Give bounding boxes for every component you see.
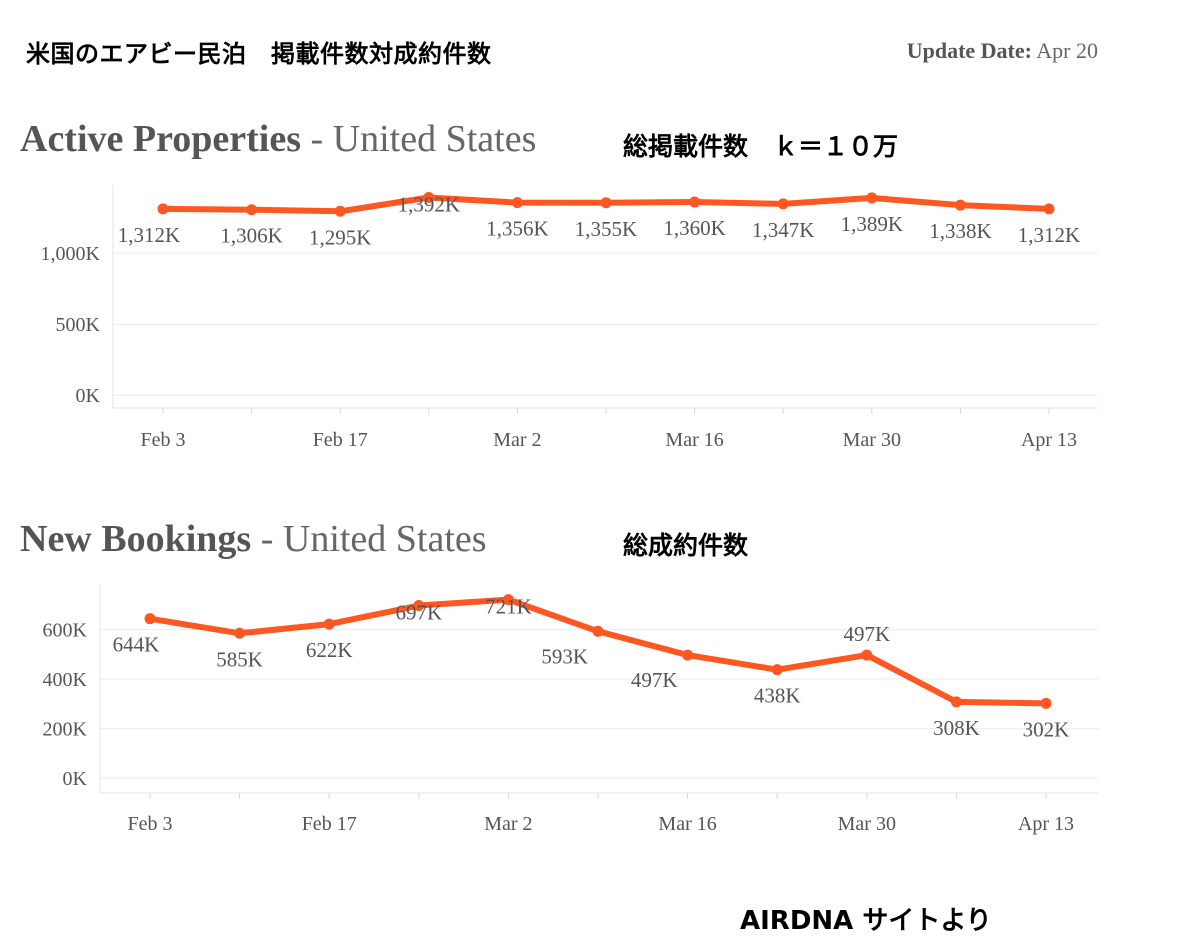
chart1-data-point [954,199,966,211]
chart1-data-point [600,197,612,209]
chart2-title-sep: - [251,518,283,560]
chart2-title-region: United States [282,518,487,560]
chart1-data-point [423,191,435,203]
chart1-x-tick-label: Mar 2 [493,429,541,451]
chart1-annotation: 総掲載件数 ｋ＝１０万 [623,132,899,161]
chart1-data-point [334,205,346,217]
chart1-x-tick-label: Mar 30 [843,429,901,451]
chart1-data-label: 1,312K [1018,223,1080,247]
chart1-data-point [689,196,701,208]
source-note: AIRDNA サイトより [740,906,992,936]
chart2-title-strong: New Bookings [20,518,252,560]
chart1-data-point [777,198,789,210]
chart1-title-region: United States [332,118,537,160]
chart1-data-label: 1,295K [309,225,371,249]
chart1-y-tick-label: 1,000K [41,243,101,265]
chart1-data-point [511,197,523,209]
chart1-data-point [157,203,169,215]
chart1-x-tick-label: Mar 16 [665,429,723,451]
chart1-data-label: 1,355K [575,217,637,241]
chart1-data-point [866,192,878,204]
chart2-annotation: 総成約件数 [623,531,749,560]
chart1-data-point [1043,203,1055,215]
chart1-y-tick-label: 0K [76,385,101,407]
chart1-x-tick-label: Apr 13 [1021,429,1077,451]
update-date-value: Apr 20 [1036,38,1098,63]
page-title: 米国のエアビー民泊 掲載件数対成約件数 [26,40,492,68]
new-bookings-title: New Bookings - United States [20,517,487,561]
chart1-data-label: 1,356K [486,217,548,241]
chart1-x-tick-label: Feb 17 [313,429,368,451]
chart1-title-sep: - [301,118,333,160]
chart1-data-point [246,204,258,216]
chart1-data-label: 1,347K [752,218,814,242]
update-date: Update Date: Apr 20 [907,38,1098,64]
update-date-label: Update Date: [906,38,1032,63]
chart1-y-tick-label: 500K [56,314,101,336]
chart1-data-label: 1,389K [841,212,903,236]
active-properties-title: Active Properties - United States [20,117,536,161]
chart1-data-label: 1,306K [220,224,282,248]
chart1-data-label: 1,338K [929,219,991,243]
chart1-x-tick-label: Feb 3 [141,429,186,451]
chart1-data-label: 1,312K [118,223,180,247]
chart1-data-label: 1,360K [663,216,725,240]
chart1-title-strong: Active Properties [20,118,302,160]
chart1-data-label: 1,392K [398,192,460,216]
